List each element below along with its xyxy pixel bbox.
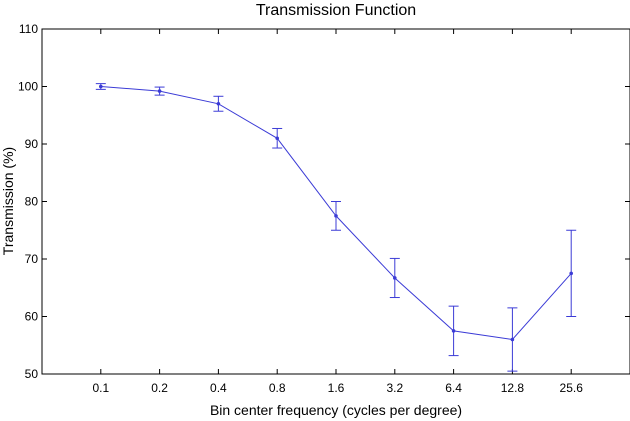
y-tick-label: 60 [25,310,39,324]
x-axis: 0.1 0.2 0.4 0.8 1.6 3.2 6.4 12.8 25.6 [92,29,583,395]
x-tick-label: 1.6 [328,381,345,395]
y-tick-label: 80 [25,195,39,209]
y-tick-label: 90 [25,137,39,151]
data-point [275,136,280,141]
x-tick-label: 6.4 [445,381,462,395]
x-tick-label: 0.4 [210,381,227,395]
chart-title: Transmission Function [256,2,416,19]
y-tick-label: 50 [25,367,39,381]
data-point [216,101,221,106]
x-tick-label: 0.2 [151,381,168,395]
x-tick-label: 12.8 [501,381,525,395]
y-tick-label: 110 [19,22,38,36]
x-tick-label: 3.2 [386,381,403,395]
series-group [95,83,577,372]
data-point [569,271,573,276]
data-point [334,214,338,218]
y-tick-label: 70 [25,252,39,266]
data-point [510,337,515,342]
y-axis: 50 60 70 80 90 100 110 [18,22,630,381]
data-point [157,89,162,93]
x-tick-label: 0.1 [92,381,109,395]
y-tick-label: 100 [18,80,38,94]
x-axis-label: Bin center frequency (cycles per degree) [210,402,462,418]
data-point [393,276,397,280]
x-tick-label: 25.6 [560,381,584,395]
data-point [451,329,456,333]
data-point [99,84,103,89]
x-tick-label: 0.8 [269,381,286,395]
y-axis-label: Transmission (%) [0,147,16,255]
